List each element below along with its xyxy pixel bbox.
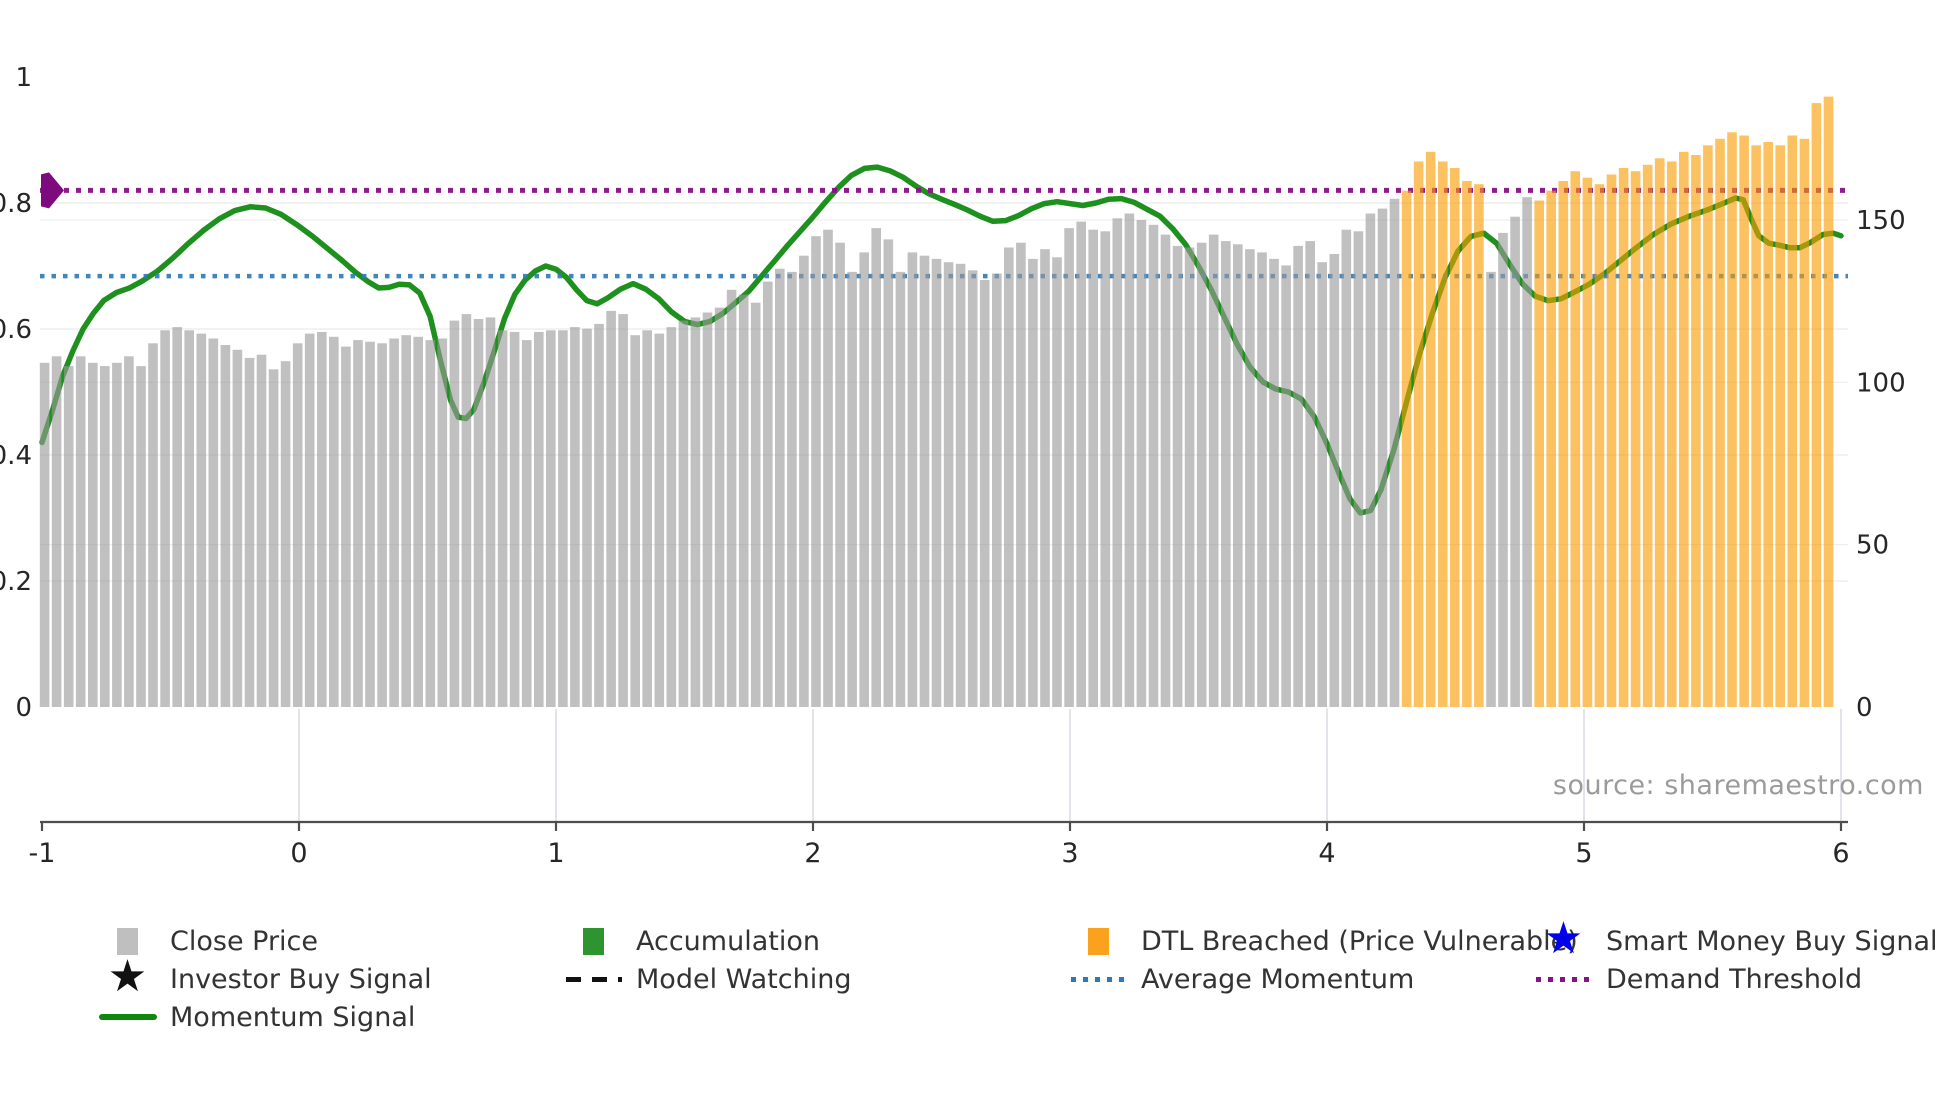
svg-text:0.6: 0.6	[0, 315, 32, 345]
svg-text:0: 0	[290, 838, 307, 869]
legend-label: DTL Breached (Price Vulnerable)	[1141, 925, 1578, 957]
black-star-icon: ★	[107, 951, 148, 1002]
momentum-signal-line	[39, 164, 1844, 516]
svg-text:1: 1	[547, 838, 564, 869]
legend-label: Model Watching	[636, 963, 852, 995]
svg-text:4: 4	[1318, 838, 1335, 869]
svg-text:0.8: 0.8	[0, 189, 32, 219]
svg-text:0.2: 0.2	[0, 567, 32, 597]
legend-label: Close Price	[170, 925, 318, 957]
blue-dotted-line-icon	[1068, 963, 1129, 995]
svg-text:1: 1	[15, 63, 32, 93]
black-dashed-line-icon	[563, 963, 624, 995]
svg-text:5: 5	[1575, 838, 1592, 869]
svg-text:0.4: 0.4	[0, 441, 32, 471]
legend-label: Momentum Signal	[170, 1001, 416, 1033]
blue-star-icon: ★	[1543, 913, 1584, 964]
purple-dotted-line-icon	[1533, 963, 1594, 995]
legend-label: Average Momentum	[1141, 963, 1415, 995]
legend-item-investor-buy-signal: ★ Investor Buy Signal	[97, 951, 432, 1002]
legend-label: Demand Threshold	[1606, 963, 1863, 995]
legend-item-smart-money-buy-signal: ★ Smart Money Buy Signal	[1533, 913, 1938, 964]
legend-item-close-price: Close Price	[97, 925, 318, 957]
green-line-swatch-icon	[97, 1001, 158, 1033]
price-momentum-chart: -1 0 1 2 3 4 5 6 0 0.2 0.4 0.6 0.8 1 0 50 100 150	[0, 63, 1906, 869]
svg-text:3: 3	[1061, 838, 1078, 869]
close-price-bars	[39, 96, 1834, 708]
legend-label: Investor Buy Signal	[170, 963, 432, 995]
legend-item-model-watching: Model Watching	[563, 963, 851, 995]
axes: -1 0 1 2 3 4 5 6 0 0.2 0.4 0.6 0.8 1 0 50 100 150	[0, 63, 1906, 869]
svg-text:150: 150	[1856, 206, 1906, 236]
legend-item-demand-threshold: Demand Threshold	[1533, 963, 1862, 995]
legend-item-momentum-signal: Momentum Signal	[97, 1001, 415, 1033]
orange-square-swatch-icon	[1068, 925, 1129, 957]
source-credit: source: sharemaestro.com	[1552, 770, 1924, 801]
legend-item-accumulation: Accumulation	[563, 925, 820, 957]
svg-text:50: 50	[1856, 531, 1889, 561]
legend-label: Smart Money Buy Signal	[1606, 925, 1938, 957]
legend-label: Accumulation	[636, 925, 820, 957]
green-square-swatch-icon	[563, 925, 624, 957]
svg-text:6: 6	[1832, 838, 1849, 869]
legend-item-dtl-breached: DTL Breached (Price Vulnerable)	[1068, 925, 1578, 957]
svg-text:0: 0	[1856, 693, 1873, 723]
chart-canvas: -1 0 1 2 3 4 5 6 0 0.2 0.4 0.6 0.8 1 0 50 100 150	[0, 63, 1906, 869]
svg-text:-1: -1	[29, 838, 56, 869]
legend-item-average-momentum: Average Momentum	[1068, 963, 1414, 995]
demand-threshold-start-marker	[41, 172, 64, 209]
svg-text:2: 2	[804, 838, 821, 869]
gray-bar-swatch-icon	[97, 925, 158, 957]
svg-text:100: 100	[1856, 368, 1906, 398]
svg-text:0: 0	[15, 693, 32, 723]
